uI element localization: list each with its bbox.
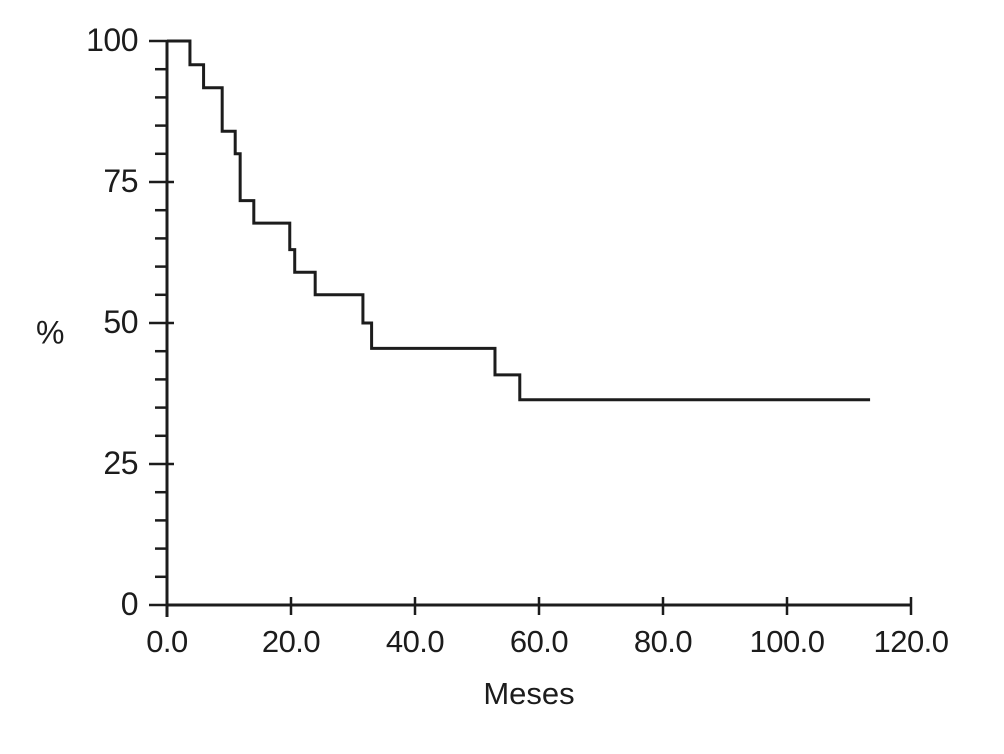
survival-curve-layer (167, 39, 871, 402)
y-tick-label-50: 50 (103, 303, 138, 340)
survival-curve (167, 39, 871, 402)
axes (165, 40, 911, 617)
x-tick-label-20.0: 20.0 (261, 624, 321, 659)
y-tick-label-25: 25 (103, 444, 138, 481)
x-tick-label-60.0: 60.0 (509, 624, 569, 659)
x-tick-label-120.0: 120.0 (873, 624, 949, 659)
axis-ticks (149, 39, 913, 615)
y-tick-label-75: 75 (103, 162, 138, 199)
y-tick-label-100: 100 (86, 21, 138, 58)
x-tick-label-0.0: 0.0 (146, 624, 188, 659)
x-axis-label: Meses (483, 676, 575, 711)
x-tick-label-80.0: 80.0 (633, 624, 693, 659)
y-axis-label: % (36, 314, 65, 351)
y-tick-label-0: 0 (120, 585, 139, 622)
x-tick-label-100.0: 100.0 (749, 624, 825, 659)
x-tick-label-40.0: 40.0 (385, 624, 445, 659)
